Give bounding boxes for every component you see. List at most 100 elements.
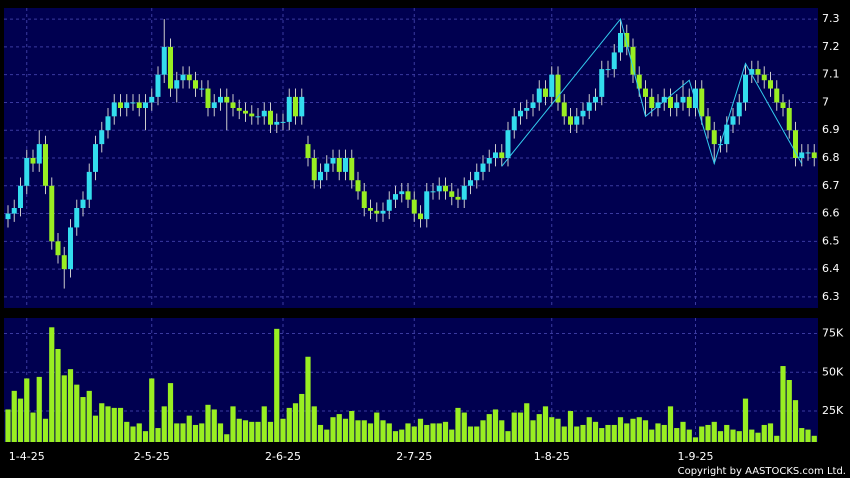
volume-bar: [799, 428, 805, 442]
candle-body: [124, 102, 130, 108]
volume-bar: [61, 375, 67, 442]
candle-body: [618, 33, 623, 53]
volume-bar: [774, 435, 780, 442]
candle-body: [24, 158, 30, 186]
candle-body: [186, 74, 192, 81]
x-tick-label: 2-6-25: [265, 450, 301, 463]
volume-bar: [792, 400, 799, 442]
candle-body: [474, 171, 480, 181]
copyright: Copyright by AASTOCKS.com Ltd.: [678, 466, 846, 477]
candle-body: [349, 158, 355, 181]
candle-body: [799, 152, 805, 158]
candle-body: [611, 52, 617, 70]
candle-body: [143, 102, 148, 108]
volume-bar: [674, 428, 680, 442]
y-tick-label: 6.3: [822, 290, 840, 303]
volume-bar: [280, 418, 286, 442]
candle-body: [505, 130, 511, 158]
y-tick-label: 7: [822, 95, 829, 108]
volume-bar: [111, 407, 117, 442]
y-tick-label: 25K: [822, 404, 844, 417]
candle-body: [330, 158, 336, 164]
volume-bar: [399, 429, 405, 442]
candle-body: [218, 96, 223, 103]
volume-bar: [530, 420, 536, 442]
volume-bar: [442, 421, 449, 442]
candle-body: [805, 152, 811, 154]
candle-body: [605, 69, 611, 71]
volume-bar: [174, 423, 180, 442]
candle-body: [174, 80, 180, 89]
volume-bar: [742, 398, 749, 442]
candle-body: [499, 152, 505, 158]
volume-bar: [767, 423, 774, 442]
volume-bar: [149, 378, 155, 442]
candle-body: [355, 180, 361, 192]
volume-bar: [605, 424, 611, 442]
candle-body: [649, 96, 655, 108]
candle-body: [511, 116, 517, 131]
y-tick-label: 75K: [822, 327, 844, 340]
volume-bar: [705, 424, 711, 442]
candle-body: [761, 74, 767, 81]
candle-body: [205, 88, 211, 108]
volume-bar: [142, 431, 149, 442]
candle-body: [643, 88, 648, 97]
x-tick-label: 1-4-25: [9, 450, 45, 463]
volume-bar: [392, 431, 399, 442]
volume-bar: [311, 406, 317, 442]
volume-bar: [642, 420, 649, 442]
volume-bar: [255, 421, 261, 442]
volume-bar: [667, 406, 674, 442]
x-tick-label: 2-5-25: [134, 450, 170, 463]
candle-body: [555, 74, 561, 103]
volume-bar: [267, 421, 274, 442]
candle-body: [586, 102, 592, 111]
candle-body: [399, 191, 405, 195]
candle-body: [61, 255, 67, 270]
volume-bar: [780, 366, 786, 442]
candle-body: [449, 191, 455, 197]
candle-body: [493, 152, 498, 158]
candle-body: [393, 194, 398, 200]
volume-bar: [17, 398, 24, 442]
candle-body: [224, 96, 230, 103]
volume-bar: [367, 423, 374, 442]
volume-bar: [117, 407, 124, 442]
volume-bar: [624, 423, 630, 442]
candle-body: [18, 185, 23, 208]
candle-body: [655, 102, 661, 108]
candle-body: [199, 88, 205, 90]
volume-bar: [542, 406, 549, 442]
candle-body: [730, 116, 736, 125]
candle-body: [418, 213, 423, 220]
volume-bar: [249, 421, 255, 442]
y-tick-label: 6.4: [822, 262, 840, 275]
candle-body: [524, 108, 530, 111]
candle-body: [286, 96, 292, 122]
candle-body: [768, 80, 773, 89]
candle-body: [624, 33, 630, 47]
volume-bar: [574, 426, 580, 442]
candle-body: [374, 210, 380, 214]
volume-bar: [305, 356, 311, 442]
volume-bar: [105, 406, 111, 442]
candle-body: [680, 96, 686, 103]
candle-body: [574, 116, 580, 125]
volume-bar: [511, 412, 517, 442]
volume-bar: [655, 423, 661, 442]
volume-bar: [505, 431, 511, 442]
volume-bar: [461, 412, 467, 442]
volume-bar: [167, 383, 174, 442]
volume-bar: [211, 409, 217, 442]
volume-bar: [286, 407, 292, 442]
volume-bar: [380, 420, 386, 442]
volume-bar: [274, 328, 280, 442]
candle-body: [455, 196, 461, 200]
candle-body: [561, 102, 567, 117]
candle-body: [543, 88, 548, 97]
volume-bar: [124, 421, 130, 442]
candle-body: [243, 110, 248, 114]
volume-bar: [67, 369, 74, 442]
volume-bar: [342, 418, 349, 442]
